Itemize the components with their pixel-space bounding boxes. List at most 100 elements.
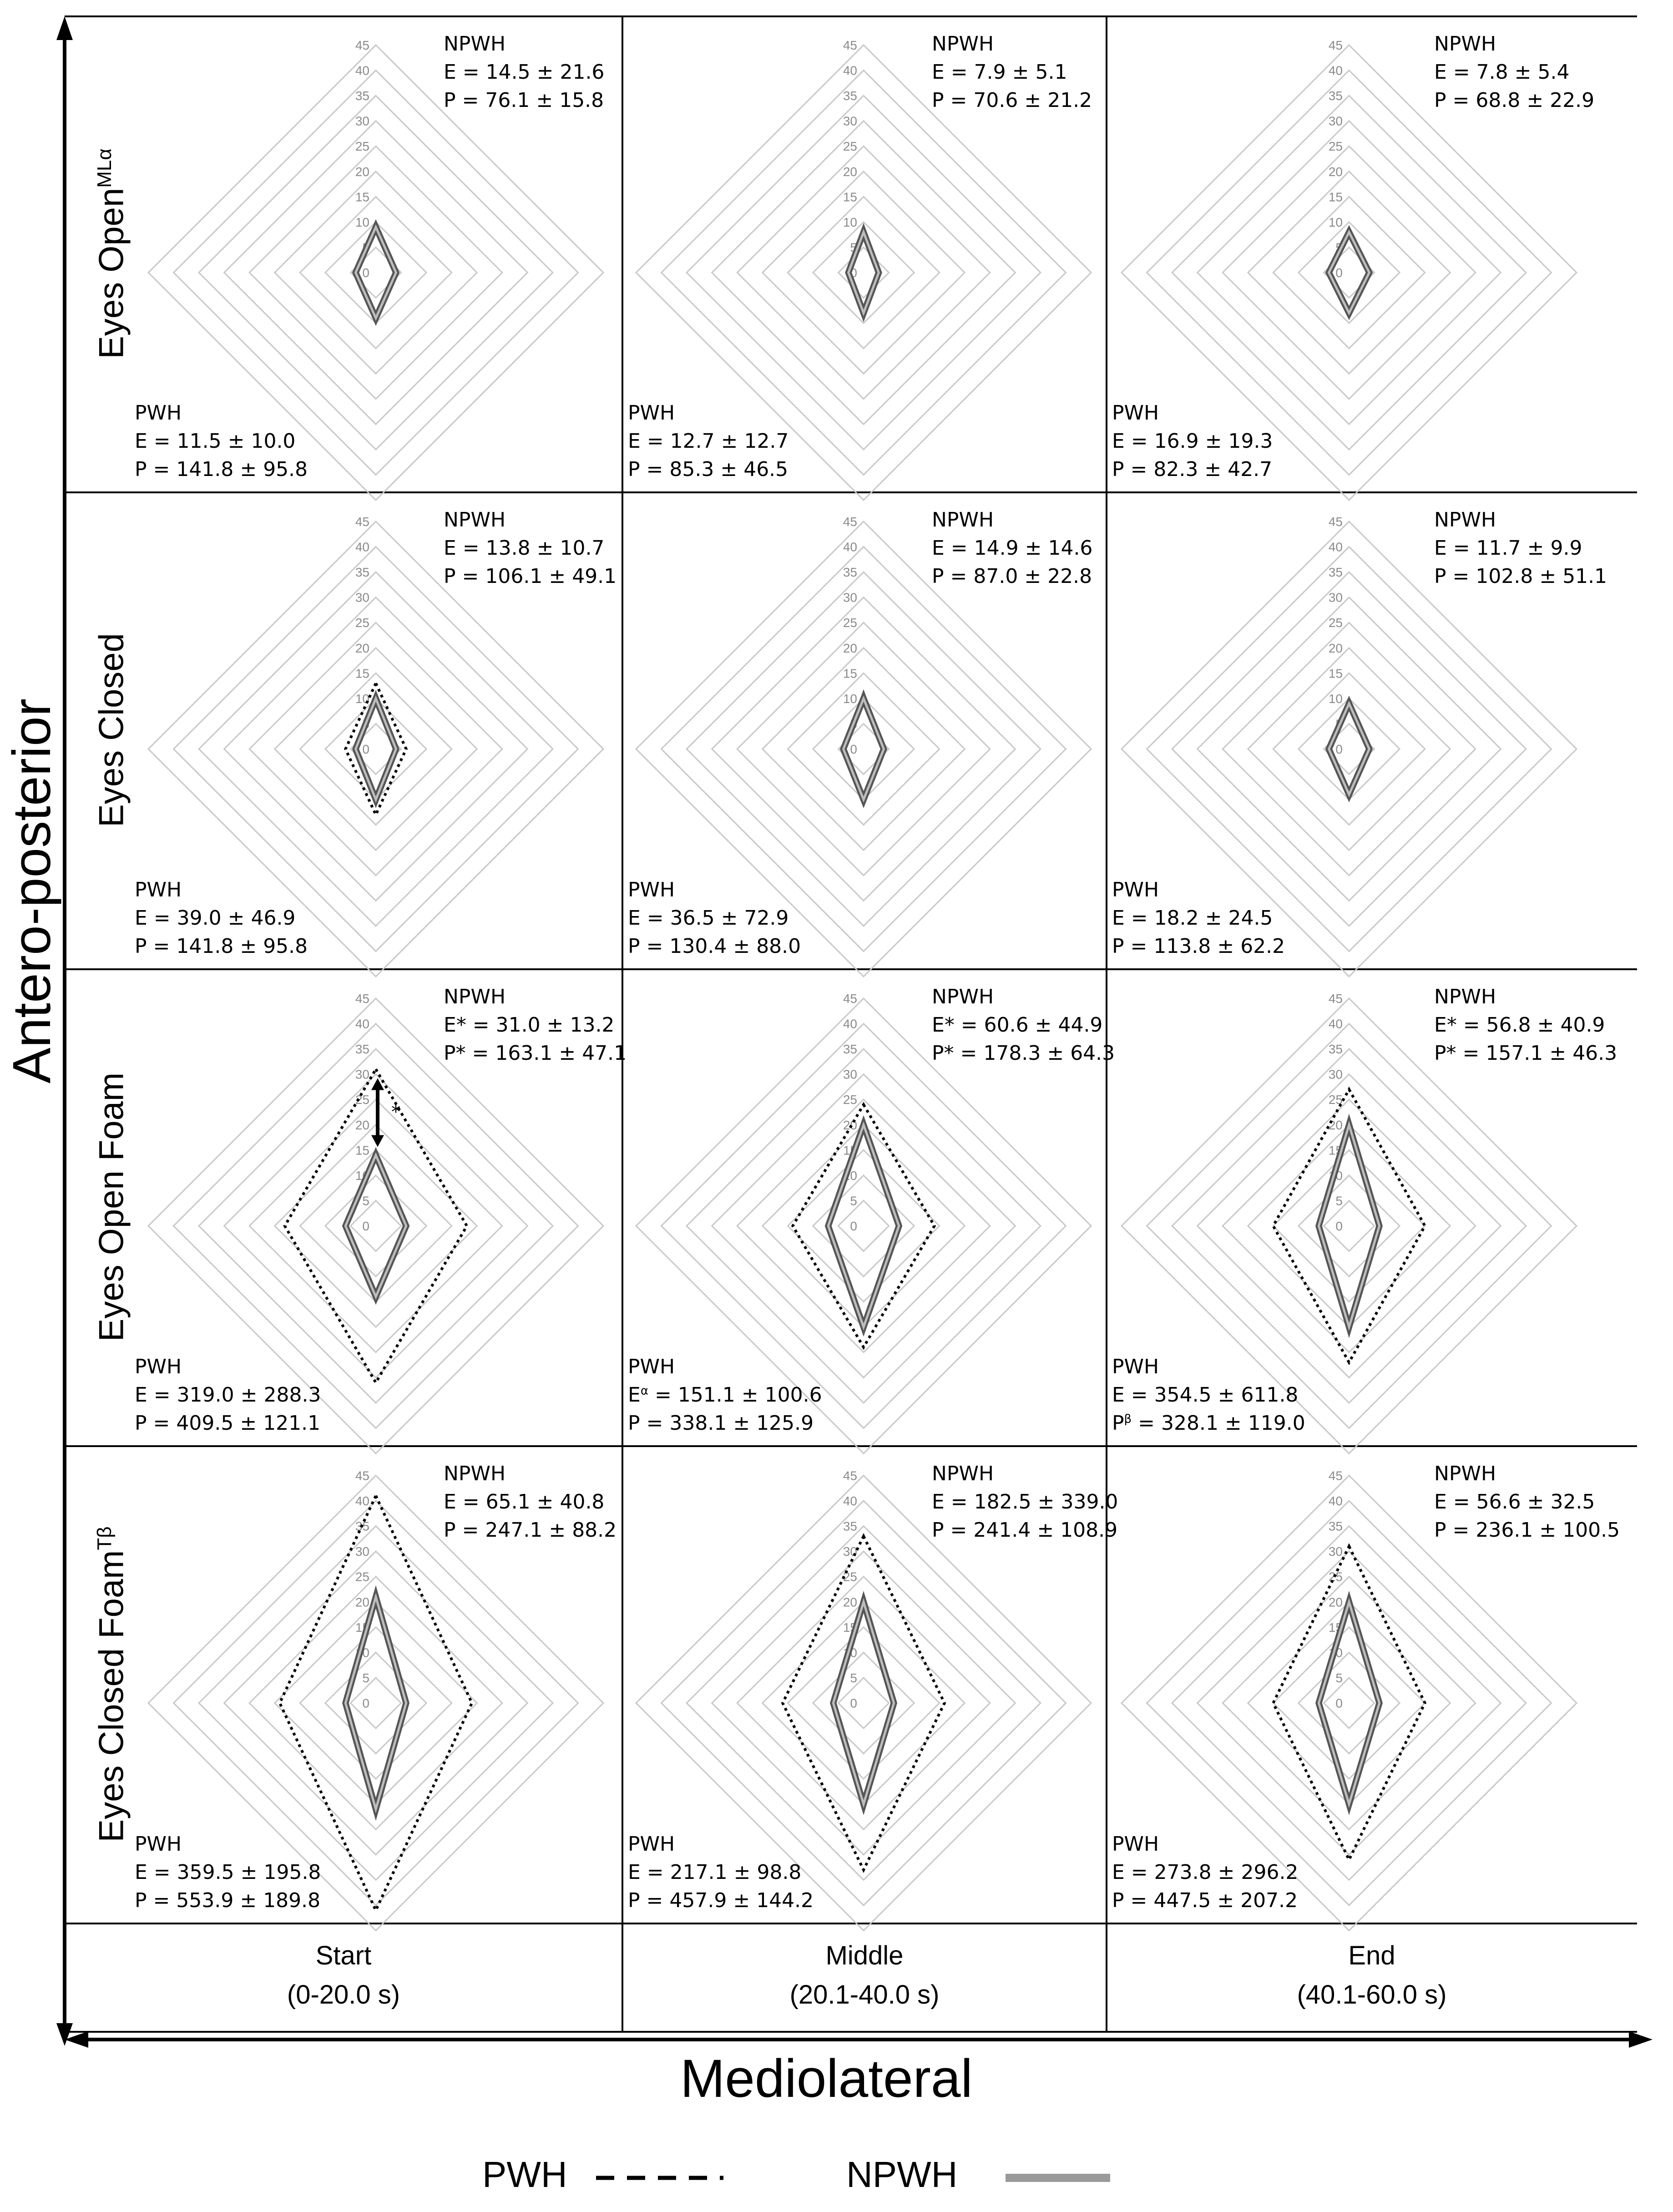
radial-tick-label: 15 (355, 190, 369, 204)
stat-key: E (628, 1383, 641, 1407)
npwh-stats-0-1-line-p: P = 70.6 ± 21.2 (932, 86, 1092, 115)
stat-value: = 359.5 ± 195.8 (147, 1861, 321, 1884)
radar-ring (273, 170, 478, 375)
npwh-series-shape (1315, 1114, 1383, 1338)
radial-tick-label: 0 (1335, 742, 1343, 756)
pwh-stats-2-0-line-e: E = 319.0 ± 288.3 (135, 1381, 321, 1409)
radial-tick-label: 0 (850, 742, 857, 756)
stat-marker: * (456, 1013, 466, 1037)
npwh-stats-0-2-line-p: P = 68.8 ± 22.9 (1434, 86, 1594, 115)
radial-tick-label: 15 (1329, 666, 1343, 680)
stat-key: E (1112, 1383, 1125, 1407)
legend-label-npwh: NPWH (846, 2154, 958, 2195)
npwh-series-shape-inner (354, 695, 398, 803)
npwh-series-shape (342, 1147, 410, 1305)
radar-ring (324, 221, 428, 324)
radial-tick-label: 45 (843, 515, 857, 529)
radial-tick-label: 25 (1329, 616, 1343, 630)
radial-tick-label: 20 (1329, 165, 1343, 179)
radar-ring (1120, 997, 1578, 1455)
radar-ring (812, 697, 915, 801)
pwh-stats-3-2: PWH E = 273.8 ± 296.2 P = 447.5 ± 207.2 (1112, 1830, 1298, 1915)
pwh-stats-1-1-heading: PWH (628, 878, 675, 901)
radial-tick-label: 30 (843, 114, 857, 128)
legend-label-pwh: PWH (482, 2154, 567, 2195)
y-axis-arrow-bottom (56, 2023, 73, 2046)
stat-value: = 56.8 ± 40.9 (1456, 1013, 1605, 1037)
radial-tick-label: 30 (1329, 591, 1343, 605)
stat-key: P (1434, 1519, 1446, 1542)
radial-tick-label: 0 (1335, 1696, 1343, 1711)
npwh-stats-3-2-heading: NPWH (1434, 1462, 1496, 1485)
radar-ring (1120, 520, 1578, 978)
stat-marker: * (455, 1042, 466, 1065)
stat-value: = 18.2 ± 24.5 (1124, 906, 1273, 930)
radial-tick-label: 20 (1329, 1118, 1343, 1132)
pwh-stats-0-0-heading: PWH (135, 401, 182, 425)
radial-tick-label: 35 (843, 89, 857, 103)
radial-tick-label: 15 (843, 190, 857, 204)
radial-tick-label: 30 (843, 591, 857, 605)
radial-tick-label: 35 (1329, 89, 1343, 103)
stat-key: E (932, 1490, 945, 1513)
pwh-series-shape (354, 223, 398, 322)
row-label-text: Eyes Closed Foam (92, 1550, 131, 1842)
radar-ring (837, 246, 890, 299)
stat-key: P (1434, 1042, 1446, 1065)
pwh-series-shape (1327, 229, 1371, 316)
pwh-stats-3-2-line-p: P = 447.5 ± 207.2 (1112, 1887, 1298, 1915)
pwh-stats-3-0-line-p: P = 553.9 ± 189.8 (135, 1887, 321, 1915)
radar-ring (635, 997, 1092, 1455)
npwh-stats-0-0-line-e: E = 14.5 ± 21.6 (444, 58, 604, 86)
stat-value: = 65.1 ± 40.8 (456, 1490, 605, 1513)
radial-tick-label: 30 (1329, 1544, 1343, 1559)
row-label-text: Eyes Open Foam (92, 1072, 131, 1342)
radial-tick-label: 15 (355, 1143, 369, 1157)
stat-key: P (1112, 458, 1124, 481)
pwh-stats-2-2-line-p: Pβ = 328.1 ± 119.0 (1112, 1409, 1305, 1438)
radar-ring (248, 1098, 503, 1353)
stat-value: = 236.1 ± 100.5 (1446, 1519, 1620, 1542)
radial-tick-label: 40 (843, 540, 857, 554)
radial-tick-label: 20 (355, 641, 369, 655)
pwh-series-shape (1272, 1543, 1426, 1863)
stat-value: = 338.1 ± 125.9 (640, 1412, 814, 1435)
stat-key: E (628, 1861, 641, 1884)
npwh-stats-3-1-line-p: P = 241.4 ± 108.9 (932, 1516, 1118, 1544)
stat-key: P (135, 458, 147, 481)
radar-ring (787, 672, 940, 826)
pwh-series-shape (1327, 700, 1371, 798)
radar-ring (273, 1601, 478, 1805)
radar-ring (172, 69, 579, 476)
stat-value: = 14.5 ± 21.6 (456, 61, 605, 84)
radar-ring (1196, 1550, 1502, 1856)
stat-value: = 319.0 ± 288.3 (147, 1383, 321, 1407)
radar-ring (147, 520, 605, 978)
column-name: Start (315, 1941, 372, 1970)
radial-tick-label: 20 (843, 1595, 857, 1609)
radar-ring (1222, 1575, 1476, 1831)
radar-ring (1222, 622, 1476, 876)
radar-panels: 0 5 10 15 20 25 30 35 40 45 0 5 10 15 20 25 30 35 40 45 0 5 10… (147, 38, 1578, 1932)
npwh-stats-1-0-line-e: E = 13.8 ± 10.7 (444, 534, 617, 562)
pwh-stats-2-2: PWH E = 354.5 ± 611.8 Pβ = 328.1 ± 119.0 (1112, 1353, 1305, 1438)
radar-ring (324, 697, 428, 801)
stat-value: = 157.1 ± 46.3 (1456, 1042, 1617, 1065)
pwh-stats-0-0-line-p: P = 141.8 ± 95.8 (135, 456, 308, 484)
npwh-stats-3-2-line-p: P = 236.1 ± 100.5 (1434, 1516, 1620, 1544)
radial-tick-label: 35 (355, 89, 369, 103)
stat-marker: * (1446, 1013, 1457, 1037)
radial-tick-label: 5 (1335, 1671, 1343, 1685)
radar-ring (1323, 1676, 1375, 1730)
radial-tick-label: 10 (1329, 692, 1343, 706)
npwh-stats-0-0: NPWH E = 14.5 ± 21.6 P = 76.1 ± 15.8 (444, 30, 604, 115)
radar-ring (223, 596, 529, 902)
radar-ring (660, 546, 1067, 952)
radial-tick-label: 40 (1329, 1017, 1343, 1031)
npwh-stats-1-2-heading: NPWH (1434, 508, 1496, 531)
stat-key: P (932, 89, 944, 112)
stat-key: E (1434, 1013, 1447, 1037)
npwh-stats-0-1-line-e: E = 7.9 ± 5.1 (932, 58, 1092, 86)
